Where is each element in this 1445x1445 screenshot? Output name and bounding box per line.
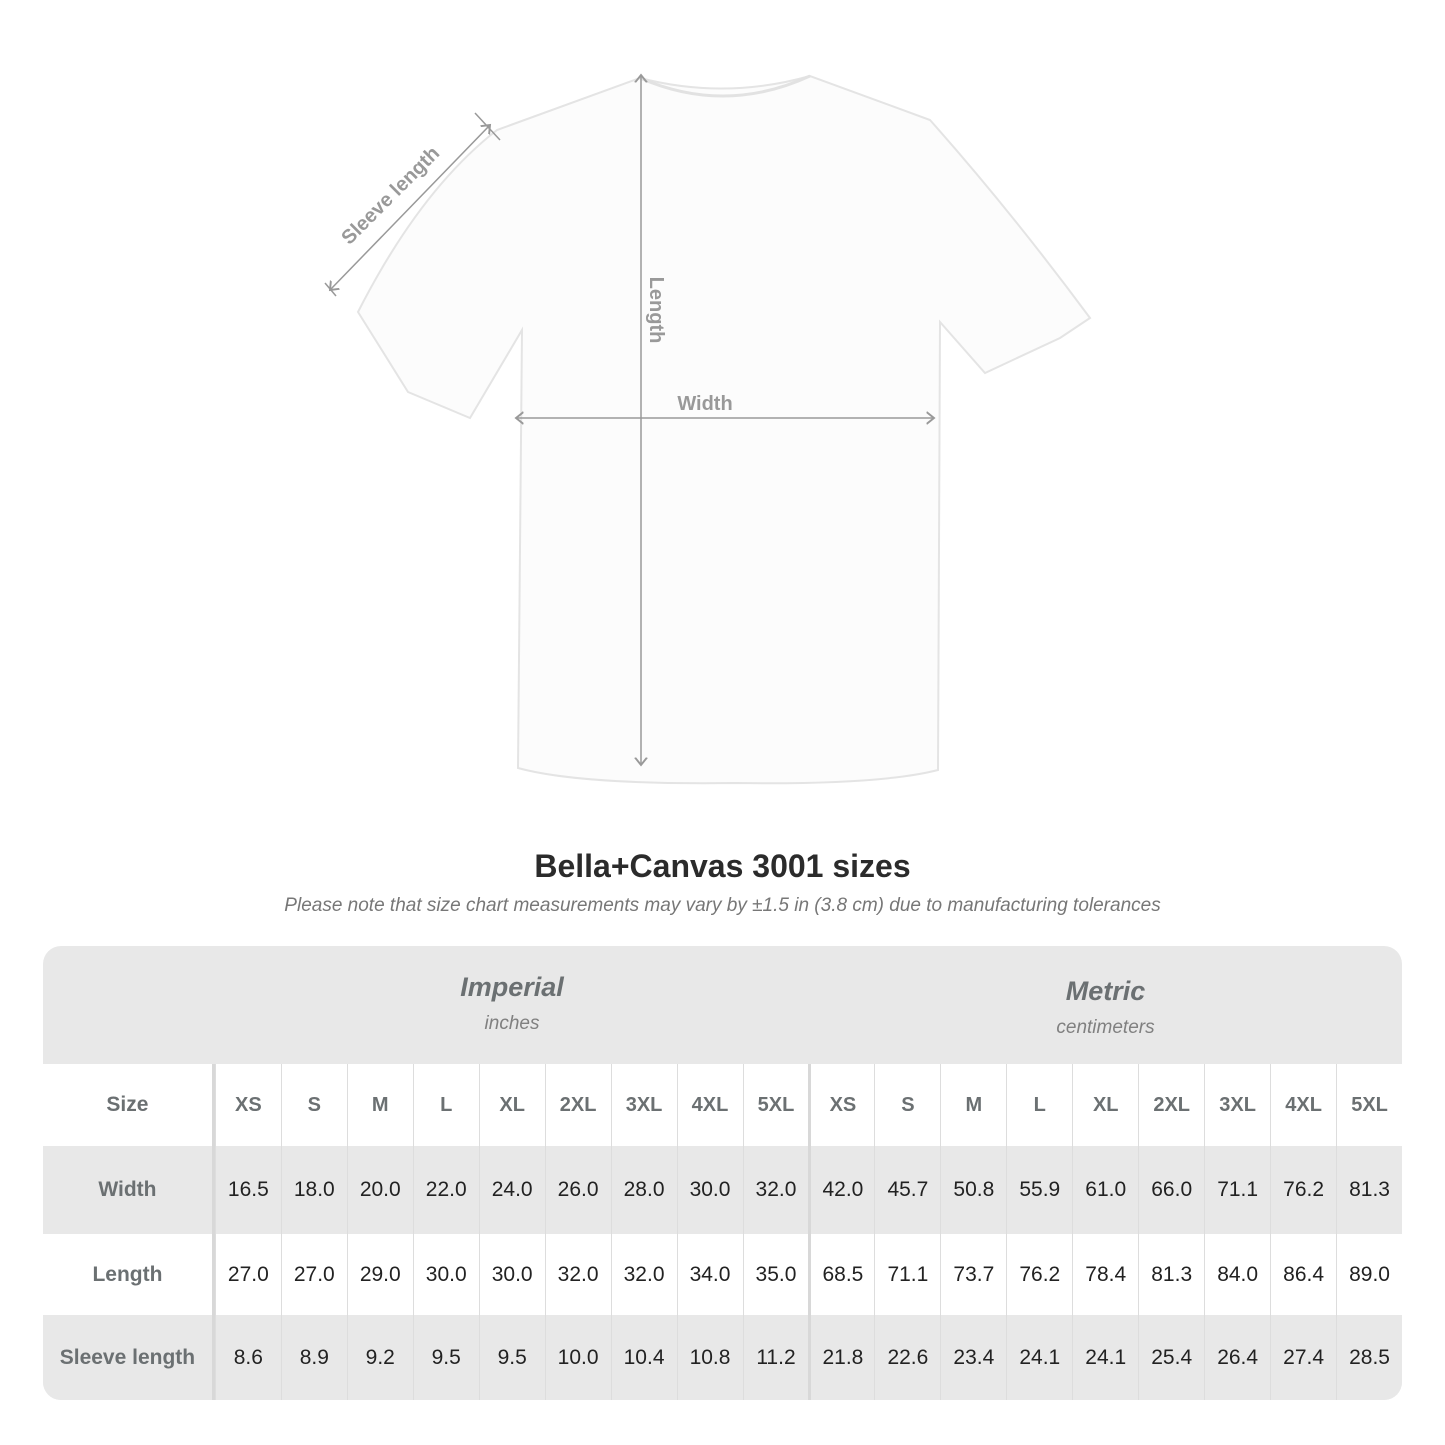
metric-value-cell: 71.1 bbox=[1204, 1146, 1270, 1234]
metric-value-cell: 26.4 bbox=[1204, 1315, 1270, 1400]
metric-value-cell: 21.8 bbox=[808, 1315, 874, 1400]
metric-value-cell: 78.4 bbox=[1072, 1234, 1138, 1315]
imperial-value-cell: 16.5 bbox=[214, 1146, 281, 1234]
imperial-value-cell: 27.0 bbox=[280, 1234, 347, 1315]
imperial-value-cell: 8.9 bbox=[280, 1315, 347, 1400]
row-label: Width bbox=[43, 1146, 215, 1234]
sleeve-measure-line bbox=[330, 125, 490, 290]
imperial-size-M: M bbox=[346, 1064, 413, 1146]
imperial-value-cell: 10.8 bbox=[676, 1315, 743, 1400]
imperial-value-cell: 32.0 bbox=[742, 1146, 809, 1234]
metric-unit: centimeters bbox=[1056, 1017, 1155, 1038]
imperial-value-cell: 27.0 bbox=[214, 1234, 281, 1315]
tolerance-note: Please note that size chart measurements… bbox=[284, 895, 1161, 916]
imperial-value-cell: 20.0 bbox=[346, 1146, 413, 1234]
imperial-value-cell: 22.0 bbox=[412, 1146, 479, 1234]
imperial-value-cell: 24.0 bbox=[478, 1146, 545, 1234]
imperial-value-cell: 10.0 bbox=[544, 1315, 611, 1400]
tshirt-shape bbox=[356, 74, 1092, 785]
imperial-value-cell: 9.5 bbox=[412, 1315, 479, 1400]
imperial-value-cell: 30.0 bbox=[412, 1234, 479, 1315]
metric-value-cell: 84.0 bbox=[1204, 1234, 1270, 1315]
metric-value-cell: 86.4 bbox=[1270, 1234, 1336, 1315]
tshirt-diagram: Sleeve length Length Width bbox=[324, 0, 1092, 785]
imperial-value-cell: 9.2 bbox=[346, 1315, 413, 1400]
imperial-value-cell: 32.0 bbox=[610, 1234, 677, 1315]
metric-value-cell: 73.7 bbox=[940, 1234, 1006, 1315]
metric-title: Metric bbox=[1065, 976, 1146, 1006]
row-label: Sleeve length bbox=[43, 1315, 215, 1400]
metric-size-XS: XS bbox=[808, 1064, 874, 1146]
size-header-row: Size XS S M L XL 2XL 3XL 4XL 5XL XS S M L XL 2XL 3XL 4XL 5… bbox=[43, 1064, 1402, 1146]
imperial-size-3XL: 3XL bbox=[610, 1064, 677, 1146]
imperial-unit: inches bbox=[484, 1013, 540, 1034]
metric-header: Metric centimeters bbox=[809, 946, 1402, 1094]
metric-value-cell: 25.4 bbox=[1138, 1315, 1204, 1400]
metric-value-cell: 22.6 bbox=[874, 1315, 940, 1400]
imperial-value-cell: 30.0 bbox=[478, 1234, 545, 1315]
imperial-value-cell: 11.2 bbox=[742, 1315, 809, 1400]
table-row: Width 16.5 18.0 20.0 22.0 24.0 26.0 28.0 30.0 32.… bbox=[43, 1146, 1402, 1234]
metric-size-XL: XL bbox=[1072, 1064, 1138, 1146]
metric-value-cell: 24.1 bbox=[1006, 1315, 1072, 1400]
imperial-value-cell: 32.0 bbox=[544, 1234, 611, 1315]
metric-value-cell: 55.9 bbox=[1006, 1146, 1072, 1234]
imperial-size-S: S bbox=[280, 1064, 347, 1146]
width-label: Width bbox=[677, 393, 732, 415]
imperial-value-cell: 30.0 bbox=[676, 1146, 743, 1234]
imperial-value-cell: 34.0 bbox=[676, 1234, 743, 1315]
imperial-value-cell: 9.5 bbox=[478, 1315, 545, 1400]
imperial-value-cell: 10.4 bbox=[610, 1315, 677, 1400]
metric-value-cell: 76.2 bbox=[1006, 1234, 1072, 1315]
metric-value-cell: 61.0 bbox=[1072, 1146, 1138, 1234]
imperial-value-cell: 29.0 bbox=[346, 1234, 413, 1315]
metric-size-2XL: 2XL bbox=[1138, 1064, 1204, 1146]
metric-size-4XL: 4XL bbox=[1270, 1064, 1336, 1146]
metric-value-cell: 71.1 bbox=[874, 1234, 940, 1315]
metric-size-3XL: 3XL bbox=[1204, 1064, 1270, 1146]
metric-value-cell: 81.3 bbox=[1138, 1234, 1204, 1315]
imperial-value-cell: 28.0 bbox=[610, 1146, 677, 1234]
metric-value-cell: 68.5 bbox=[808, 1234, 874, 1315]
imperial-header: Imperial inches bbox=[215, 946, 809, 1090]
metric-size-M: M bbox=[940, 1064, 1006, 1146]
imperial-size-5XL: 5XL bbox=[742, 1064, 809, 1146]
imperial-size-XS: XS bbox=[214, 1064, 281, 1146]
imperial-value-cell: 35.0 bbox=[742, 1234, 809, 1315]
metric-value-cell: 81.3 bbox=[1336, 1146, 1402, 1234]
metric-size-5XL: 5XL bbox=[1336, 1064, 1402, 1146]
table-row: Length 27.0 27.0 29.0 30.0 30.0 32.0 32.0 34.0 35… bbox=[43, 1234, 1402, 1315]
imperial-title: Imperial bbox=[460, 972, 564, 1002]
metric-value-cell: 89.0 bbox=[1336, 1234, 1402, 1315]
imperial-size-L: L bbox=[412, 1064, 479, 1146]
length-label: Length bbox=[645, 277, 667, 344]
size-table: Imperial inches Metric centimeters Size X… bbox=[43, 946, 1402, 1400]
metric-value-cell: 28.5 bbox=[1336, 1315, 1402, 1400]
metric-size-S: S bbox=[874, 1064, 940, 1146]
metric-value-cell: 66.0 bbox=[1138, 1146, 1204, 1234]
metric-value-cell: 24.1 bbox=[1072, 1315, 1138, 1400]
metric-value-cell: 50.8 bbox=[940, 1146, 1006, 1234]
metric-value-cell: 76.2 bbox=[1270, 1146, 1336, 1234]
metric-value-cell: 45.7 bbox=[874, 1146, 940, 1234]
metric-value-cell: 23.4 bbox=[940, 1315, 1006, 1400]
imperial-size-2XL: 2XL bbox=[544, 1064, 611, 1146]
page-title: Bella+Canvas 3001 sizes bbox=[534, 848, 911, 884]
imperial-size-XL: XL bbox=[478, 1064, 545, 1146]
row-label: Length bbox=[43, 1234, 215, 1315]
row-label: Size bbox=[43, 1064, 215, 1146]
imperial-value-cell: 26.0 bbox=[544, 1146, 611, 1234]
metric-value-cell: 27.4 bbox=[1270, 1315, 1336, 1400]
table-row: Sleeve length 8.6 8.9 9.2 9.5 9.5 10.0 10.4 10.8… bbox=[43, 1315, 1402, 1400]
imperial-value-cell: 18.0 bbox=[280, 1146, 347, 1234]
metric-value-cell: 42.0 bbox=[808, 1146, 874, 1234]
imperial-value-cell: 8.6 bbox=[214, 1315, 281, 1400]
metric-size-L: L bbox=[1006, 1064, 1072, 1146]
imperial-size-4XL: 4XL bbox=[676, 1064, 743, 1146]
